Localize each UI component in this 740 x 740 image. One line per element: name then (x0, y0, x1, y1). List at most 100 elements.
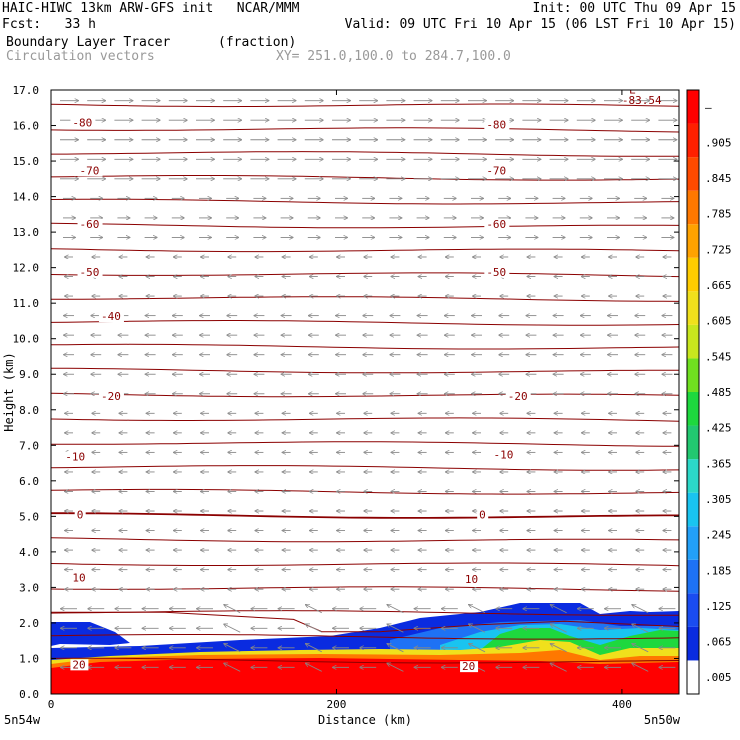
y-tick-label: 10.0 (13, 333, 40, 346)
contour-label-bg (484, 165, 510, 177)
colorbar-swatch (687, 593, 699, 627)
contour-label-bg (70, 117, 96, 129)
contour-label: -40 (101, 310, 121, 323)
isotherm-line (51, 127, 679, 133)
tracer-shading (51, 603, 679, 694)
wind-vector (632, 663, 649, 672)
contour-label: 20 (462, 660, 475, 673)
isotherm-line (51, 343, 679, 350)
contour-label-bg (484, 218, 510, 230)
contour-labels: -80 -80 -70 -70 -60 -60 -50 -50 -40 -20 -20 -10 -10 0… (63, 78, 662, 673)
wind-vector (469, 644, 486, 653)
colorbar-swatch (687, 157, 699, 191)
contour-extreme-label: -83.62 (137, 78, 177, 91)
colorbar-label: .305 (705, 493, 732, 506)
temperature-contours (51, 103, 679, 664)
wind-vector (469, 624, 486, 633)
y-tick-label: 3.0 (19, 581, 39, 594)
y-tick-label: 2.0 (19, 617, 39, 630)
colorbar-label: .905 (705, 136, 732, 149)
colorbar-label: .785 (705, 208, 732, 221)
contour-label: -20 (101, 390, 121, 403)
contour-label: -20 (508, 390, 528, 403)
colorbar-swatch (687, 425, 699, 460)
y-tick-label: 7.0 (19, 439, 39, 452)
contour-label-bg (491, 449, 517, 461)
wind-vector (224, 663, 241, 672)
colorbar-swatch (687, 190, 699, 225)
colorbar-label: .545 (705, 350, 732, 363)
x-tick-label: 200 (327, 698, 347, 711)
colorbar-swatch (687, 559, 699, 594)
colorbar-label: .365 (705, 457, 732, 470)
isotherm-line (51, 248, 679, 253)
y-tick-label: 4.0 (19, 546, 39, 559)
contour-label: 20 (72, 658, 85, 671)
plot-area: -80 -80 -70 -70 -60 -60 -50 -50 -40 -20 -20 -10 -10 0… (51, 78, 679, 694)
circulation-vectors (60, 101, 676, 672)
y-tick-label: 12.0 (13, 262, 40, 275)
header-init-time: Init: 00 UTC Thu 09 Apr 15 (532, 1, 737, 16)
colorbar-swatch (687, 90, 699, 124)
isotherm-line (51, 537, 679, 543)
wind-vector (387, 663, 404, 672)
contour-extreme-label: -83.51 (365, 80, 405, 93)
x-tick-label: 0 (48, 698, 55, 711)
wind-vector (551, 644, 567, 653)
contour-label: 10 (72, 571, 85, 584)
contour-label: 10 (465, 573, 478, 586)
contour-label-bg (98, 391, 124, 403)
contour-extreme-label: L (629, 84, 636, 97)
y-tick-label: 15.0 (13, 155, 40, 168)
isotherm-line (51, 296, 679, 302)
contour-label: -50 (486, 266, 506, 279)
y-tick-label: 8.0 (19, 404, 39, 417)
colorbar-frame (686, 89, 700, 695)
contour-label: 0 (479, 508, 486, 521)
cross-section-xy: XY= 251.0,100.0 to 284.7,100.0 (276, 49, 511, 64)
contour-label-bg (484, 266, 510, 278)
contour-label-bg (460, 661, 479, 673)
contour-label: -60 (80, 218, 100, 231)
wind-vector (306, 605, 323, 614)
y-tick-label: 11.0 (13, 297, 40, 310)
x-tick-label: 400 (612, 698, 632, 711)
isotherm-line (51, 320, 679, 326)
contour-label-bg (98, 311, 124, 323)
colorbar-swatch (687, 291, 699, 325)
contour-label: -70 (486, 164, 506, 177)
contour-extreme-label: -83.54 (622, 94, 662, 107)
colorbar-label: – (705, 101, 712, 114)
wind-vector (632, 605, 649, 614)
contour-label: -60 (486, 218, 506, 231)
x-end-label-left: 5n54w (4, 713, 41, 727)
x-axis-label: Distance (km) (318, 713, 412, 727)
y-axis: 0.0 1.0 2.0 3.0 4.0 5.0 6.0 7.0 8.0 9.0 10.0 11.0 12… (13, 84, 679, 701)
contour-label: -80 (72, 117, 92, 130)
tracer-level-red (51, 658, 679, 694)
y-tick-label: 0.0 (19, 688, 39, 701)
wind-vector (551, 605, 567, 614)
isotherm-line (51, 657, 679, 664)
colorbar-swatch (687, 324, 699, 359)
y-tick-label: 16.0 (13, 120, 40, 133)
wind-vector (551, 624, 567, 633)
wind-vector (306, 624, 323, 633)
colorbar-label: .665 (705, 279, 732, 292)
colorbar-label: .065 (705, 636, 732, 649)
isotherm-line (51, 175, 679, 181)
colorbar-swatch (687, 660, 699, 694)
contour-label: -80 (486, 118, 506, 131)
wind-vector (551, 663, 567, 672)
y-tick-label: 6.0 (19, 475, 39, 488)
field-name: Boundary Layer Tracer (6, 35, 171, 50)
contour-label-bg (70, 659, 89, 671)
colorbar-swatch (687, 492, 699, 527)
isotherm-line (51, 441, 679, 447)
isotherm-line (51, 562, 679, 567)
colorbar-label: .845 (705, 172, 732, 185)
isotherm-line (51, 465, 679, 471)
header-model-title: HAIC-HIWC 13km ARW-GFS init NCAR/MMM (2, 1, 300, 16)
wind-vector (387, 624, 404, 633)
header-forecast-hour: Fcst: 33 h (2, 17, 96, 32)
